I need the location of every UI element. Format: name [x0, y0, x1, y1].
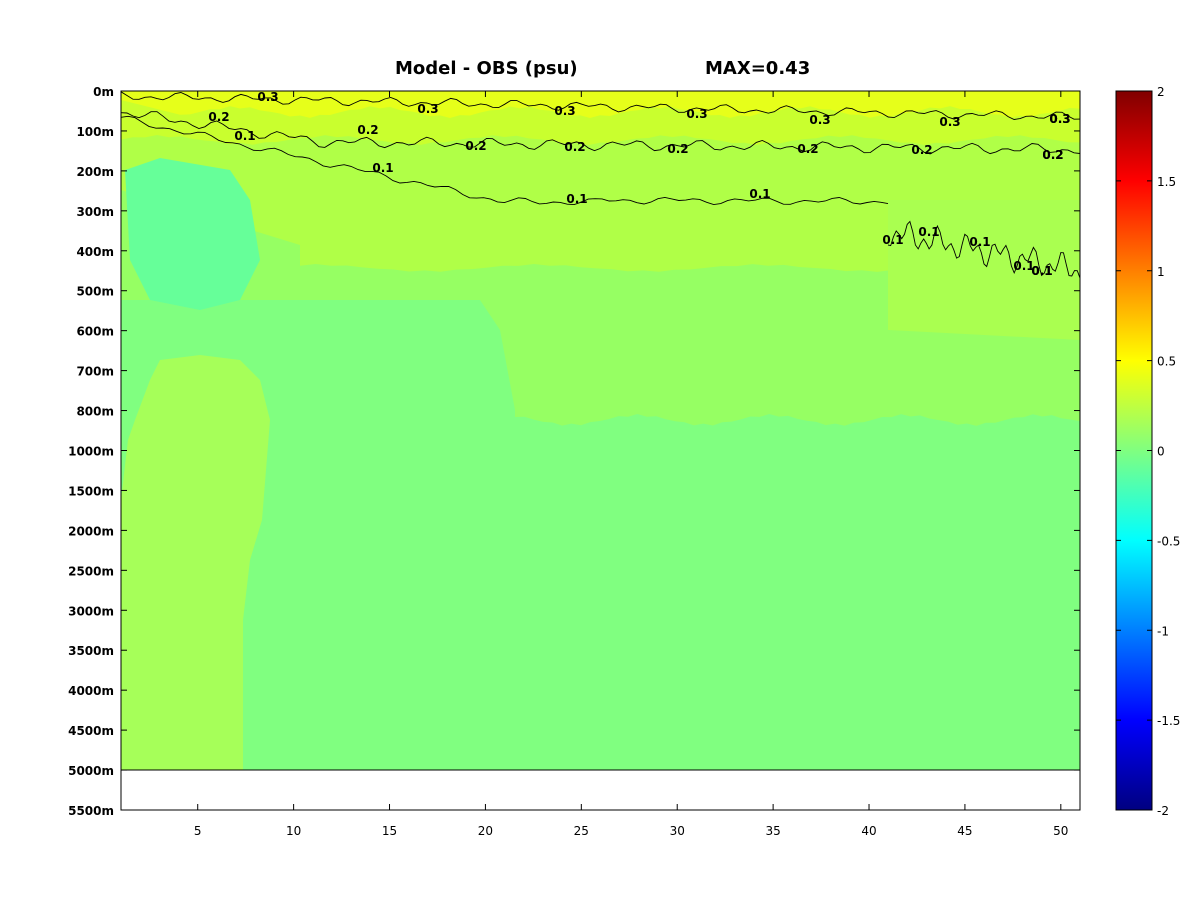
chart-max-label: MAX=0.43 — [705, 58, 811, 79]
contour-label: 0.1 — [234, 129, 255, 143]
contour-label: 0.2 — [911, 143, 932, 157]
contour-label: 0.1 — [566, 192, 587, 206]
contour-label: 0.3 — [809, 113, 830, 127]
y-tick-label: 4500m — [68, 724, 114, 738]
y-tick-label: 3000m — [68, 604, 114, 618]
x-axis: 5 10 15 20 25 30 35 40 45 50 — [194, 91, 1068, 838]
colorbar-tick-label: -1 — [1157, 624, 1169, 638]
contour-label: 0.1 — [882, 233, 903, 247]
y-tick-label: 600m — [76, 325, 114, 339]
contour-label: 0.2 — [208, 110, 229, 124]
contour-label: 0.2 — [1042, 148, 1063, 162]
contour-label: 0.3 — [686, 107, 707, 121]
y-tick-label: 5500m — [68, 804, 114, 818]
contour-0.3 — [121, 91, 1080, 120]
x-tick-label: 40 — [861, 824, 876, 838]
contour-label: 0.2 — [465, 139, 486, 153]
contour-label: 0.2 — [564, 140, 585, 154]
y-tick-label: 800m — [76, 405, 114, 419]
colorbar-axis: 2 1.5 1 0.5 0 -0.5 -1 -1.5 -2 — [1116, 85, 1180, 818]
contour-label: 0.2 — [797, 142, 818, 156]
field-west-column — [121, 355, 270, 770]
x-tick-label: 20 — [478, 824, 493, 838]
contour-label: 0.2 — [1042, 148, 1063, 162]
contour-label: 0.3 — [417, 102, 438, 116]
chart-title: Model - OBS (psu) — [395, 58, 578, 79]
contour-lines — [121, 91, 1080, 279]
y-tick-label: 500m — [76, 285, 114, 299]
y-axis: 0m 100m 200m 300m 400m 500m 600m 700m 800m 1000m 1… — [68, 85, 1080, 818]
contour-label: 0.2 — [357, 123, 378, 137]
contour-label: 0.2 — [667, 142, 688, 156]
y-tick-label: 1000m — [68, 445, 114, 459]
colorbar-tick-label: 2 — [1157, 85, 1165, 99]
y-tick-label: 100m — [76, 125, 114, 139]
contour-label: 0.1 — [749, 187, 770, 201]
x-tick-label: 35 — [765, 824, 780, 838]
colorbar — [1115, 90, 1153, 811]
y-tick-label: 2500m — [68, 564, 114, 578]
contour-0.2 — [121, 111, 1080, 155]
heatmap-field — [121, 91, 1080, 770]
contour-label: 0.1 — [1013, 259, 1034, 273]
contour-labels: 0.30.3 0.3 0.3 0.3 0.3 0.30.30.20.20.2 0.2 0.2 0… — [208, 90, 1070, 278]
y-tick-label: 3500m — [68, 644, 114, 658]
contour-label: 0.1 — [918, 225, 939, 239]
x-tick-label: 25 — [574, 824, 589, 838]
x-tick-label: 50 — [1053, 824, 1068, 838]
contour-label: 0.1 — [1031, 264, 1052, 278]
y-tick-label: 400m — [76, 245, 114, 259]
contour-label: 0.3 — [257, 90, 278, 104]
y-tick-label: 4000m — [68, 684, 114, 698]
field-cool-patch — [125, 158, 260, 310]
contour-label: 0.3 — [554, 104, 575, 118]
field-east-patch — [888, 200, 1080, 340]
colorbar-tick-label: -2 — [1157, 804, 1169, 818]
colorbar-tick-label: -0.5 — [1157, 534, 1180, 548]
x-tick-label: 15 — [382, 824, 397, 838]
colorbar-tick-label: -1.5 — [1157, 714, 1180, 728]
x-tick-label: 10 — [286, 824, 301, 838]
colorbar-tick-label: 0 — [1157, 445, 1165, 459]
x-tick-label: 5 — [194, 824, 202, 838]
contour-label: 0.1 — [1031, 264, 1052, 278]
x-tick-label: 45 — [957, 824, 972, 838]
contour-label: 0.3 — [939, 115, 960, 129]
field-upper-band — [121, 110, 1080, 290]
y-tick-label: 5000m — [68, 764, 114, 778]
contour-label: 0.3 — [1049, 112, 1070, 126]
contour-label: 0.1 — [372, 161, 393, 175]
colorbar-tick-label: 1 — [1157, 265, 1165, 279]
y-tick-label: 2000m — [68, 524, 114, 538]
contour-0.1-upper — [121, 115, 889, 206]
y-tick-label: 300m — [76, 205, 114, 219]
y-tick-label: 700m — [76, 365, 114, 379]
y-tick-label: 1500m — [68, 484, 114, 498]
contour-label: 0.1 — [969, 235, 990, 249]
y-tick-label: 200m — [76, 165, 114, 179]
y-tick-label: 0m — [93, 85, 114, 99]
contour-0.1-east — [887, 220, 1080, 279]
colorbar-tick-label: 0.5 — [1157, 355, 1176, 369]
colorbar-tick-label: 1.5 — [1157, 175, 1176, 189]
contour-label: 0.3 — [1049, 112, 1070, 126]
x-tick-label: 30 — [670, 824, 685, 838]
